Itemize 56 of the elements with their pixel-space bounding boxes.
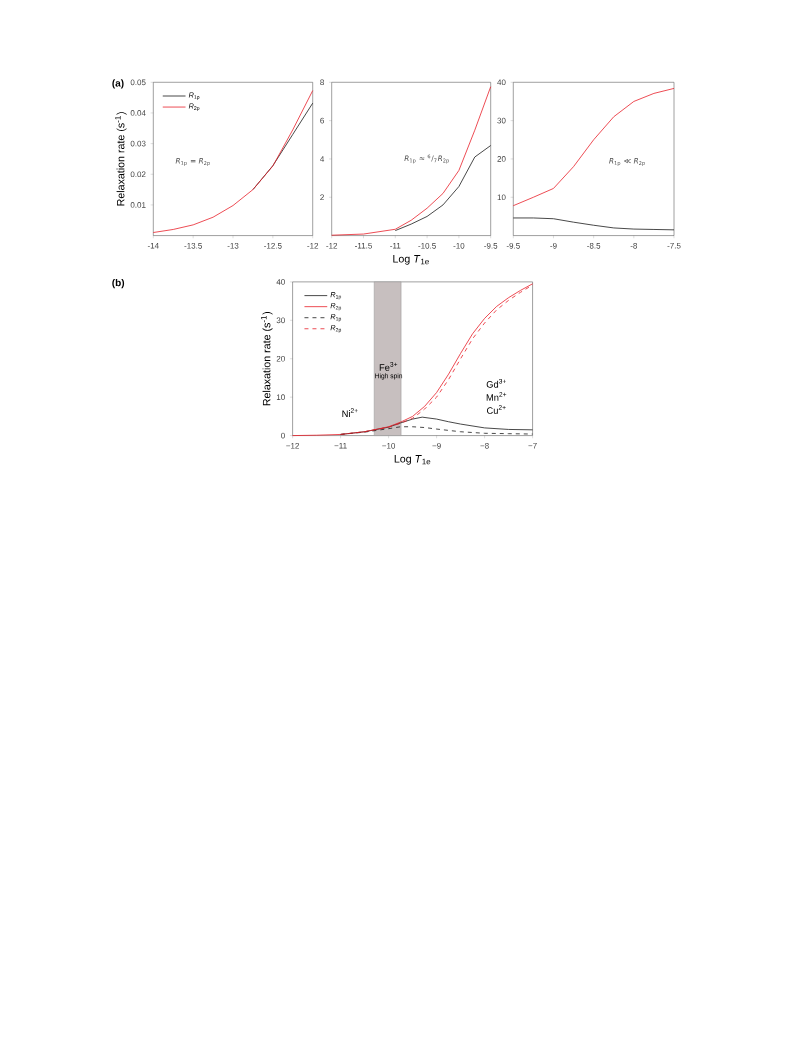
x-tick-label: -7.5 — [667, 242, 681, 249]
x-tick-label: -11.5 — [355, 242, 372, 249]
x-tick-label: -12.5 — [264, 242, 282, 249]
annotation: Gd$^{3+}$ — [486, 378, 506, 388]
y-tick-label: 40 — [497, 79, 506, 86]
x-tick-label: −9 — [432, 442, 441, 449]
y-tick-label: 6 — [320, 117, 324, 124]
y-tick-label: 10 — [497, 194, 506, 201]
x-tick-label: -8.5 — [587, 242, 601, 249]
text: (b) — [112, 278, 125, 289]
annotation: Ni$^{2+}$ — [342, 408, 358, 417]
x-tick-label: -8 — [630, 242, 638, 249]
y-axis-title: Relaxation rate (s$^{-1}$) — [115, 112, 127, 206]
text: (a) — [112, 79, 124, 89]
x-tick-label: −7 — [528, 442, 537, 449]
line-series — [512, 217, 675, 231]
x-tick-label: -14 — [147, 242, 159, 249]
x-tick-label: −12 — [286, 442, 299, 449]
x-tick-label: -13 — [227, 242, 239, 249]
x-tick-label: -10 — [453, 242, 465, 249]
x-tick-label: −11 — [334, 442, 347, 449]
x-tick-label: -9 — [550, 242, 557, 249]
x-tick-label: -11 — [390, 242, 401, 249]
x-tick-label: -9.5 — [506, 242, 520, 249]
y-tick-label: 30 — [276, 317, 285, 324]
y-tick-label: 0.02 — [130, 171, 146, 178]
y-tick-label: 0.01 — [130, 202, 146, 208]
x-tick-label: -13.5 — [184, 242, 202, 249]
x-tick-label: -12 — [307, 242, 319, 249]
annotation: Fe$^{3+}$ — [379, 362, 398, 371]
y-tick-label: 0.05 — [130, 79, 146, 86]
x-tick-label: −10 — [382, 442, 396, 449]
y-tick-label: 8 — [320, 79, 324, 86]
y-tick-label: 4 — [320, 156, 325, 162]
y-tick-label: 30 — [497, 117, 506, 124]
x-tick-label: -9.5 — [484, 242, 498, 249]
y-tick-label: 20 — [497, 156, 506, 162]
y-tick-label: 0.04 — [130, 110, 146, 116]
y-tick-label: 10 — [276, 394, 285, 400]
y-tick-label: 2 — [320, 194, 324, 201]
x-tick-label: -10.5 — [418, 242, 436, 249]
line-series — [152, 90, 314, 233]
x-axis-title: Log T$_{1e}$ — [394, 455, 431, 465]
x-tick-label: −8 — [480, 442, 489, 449]
annotation: Cu$^{2+}$ — [486, 405, 506, 414]
annotation: Mn$^{2+}$ — [486, 392, 507, 401]
line-series — [331, 86, 492, 236]
x-axis-title: Log T$_{1e}$ — [393, 255, 429, 265]
y-tick-label: 0.03 — [130, 140, 146, 147]
y-axis-title: Relaxation rate (s$^{-1}$) — [261, 311, 273, 406]
line-series — [512, 88, 675, 207]
line-series — [394, 145, 492, 232]
y-tick-label: 20 — [276, 355, 285, 362]
y-tick-label: 0 — [281, 432, 285, 439]
x-tick-label: -12 — [326, 242, 338, 249]
y-tick-label: 40 — [276, 279, 285, 285]
